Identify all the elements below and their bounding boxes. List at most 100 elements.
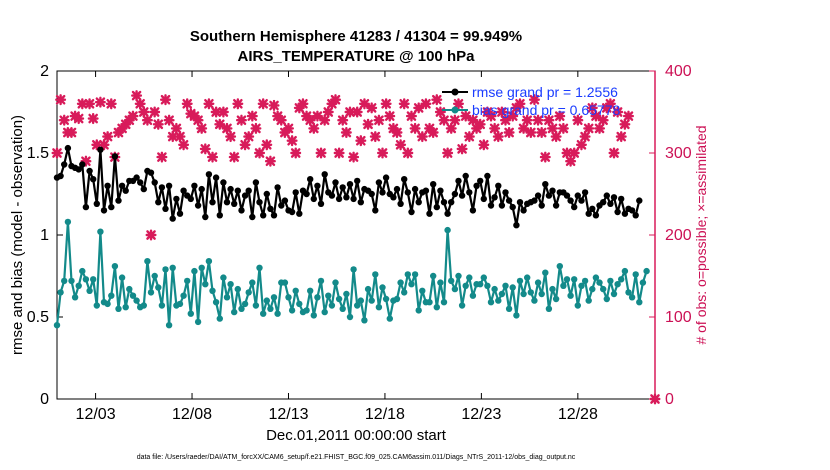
data-point [339, 305, 346, 312]
obs-point [337, 114, 349, 126]
data-point [393, 185, 401, 193]
data-point [610, 194, 618, 201]
obs-point [532, 114, 544, 126]
data-point [350, 195, 357, 203]
data-point [249, 279, 256, 286]
legend-rmse: rmse grand pr = 1.2556 [472, 84, 618, 100]
obs-point [138, 106, 150, 118]
obs-point [463, 131, 475, 143]
data-point [527, 289, 534, 296]
data-point [321, 171, 328, 178]
obs-point [518, 122, 530, 134]
obs-point [474, 118, 486, 130]
obs-point [51, 147, 63, 159]
data-point [567, 197, 574, 204]
data-point [545, 192, 553, 199]
data-point [513, 222, 520, 229]
data-point [444, 210, 451, 217]
obs-point [391, 126, 403, 139]
data-point [343, 290, 350, 298]
obs-point [344, 106, 356, 118]
obs-point [492, 131, 504, 143]
obs-point [348, 151, 360, 163]
obs-point [80, 155, 92, 167]
data-point [628, 207, 636, 214]
data-point [256, 199, 263, 206]
obs-point [297, 98, 309, 110]
data-point [100, 207, 108, 214]
data-point [455, 272, 462, 280]
data-point [448, 277, 455, 285]
obs-point [565, 155, 577, 167]
data-point [187, 195, 194, 203]
obs-point [243, 131, 255, 143]
data-point [477, 281, 484, 288]
data-point [108, 292, 115, 299]
data-point [361, 317, 368, 324]
data-point [140, 302, 147, 309]
data-point [303, 190, 310, 198]
data-point [241, 192, 249, 199]
data-point [618, 276, 625, 283]
data-point [249, 213, 256, 221]
obs-point [521, 114, 533, 126]
data-point [516, 277, 524, 285]
obs-point [127, 110, 139, 122]
data-point [303, 307, 310, 314]
data-point [379, 284, 386, 291]
data-point [205, 171, 213, 178]
data-point [223, 199, 231, 206]
data-point [552, 295, 560, 303]
obs-point [442, 147, 454, 159]
y-tick-label: 1.5 [27, 145, 49, 162]
y-right-tick-label: 0 [665, 391, 674, 408]
data-point [122, 304, 129, 311]
data-point [108, 203, 115, 211]
data-point [86, 167, 93, 175]
data-point [90, 176, 97, 183]
data-point [184, 277, 191, 285]
obs-point [594, 122, 606, 134]
obs-point [547, 122, 559, 134]
data-point [498, 202, 506, 209]
data-point [60, 161, 68, 168]
data-point [379, 189, 386, 196]
obs-point [427, 126, 439, 139]
data-point [426, 299, 433, 306]
data-point [343, 194, 350, 201]
data-point [165, 322, 173, 329]
data-point [68, 277, 75, 285]
data-point [288, 307, 296, 314]
data-point [111, 153, 119, 160]
data-point [495, 182, 502, 189]
data-point [505, 197, 513, 204]
obs-point [149, 106, 161, 118]
obs-point [84, 98, 96, 110]
data-point [270, 212, 278, 219]
data-point [212, 174, 220, 181]
x-axis-label: Dec.01,2011 00:00:00 start [266, 427, 447, 444]
data-point [165, 182, 173, 189]
data-point [368, 190, 375, 198]
series-line [55, 220, 648, 327]
obs-point [431, 94, 443, 106]
data-point [310, 195, 317, 203]
data-point [194, 318, 202, 326]
data-point [542, 181, 549, 188]
obs-point [615, 131, 627, 143]
data-point [256, 264, 263, 271]
obs-point [178, 139, 190, 151]
obs-point [499, 114, 512, 126]
data-point [296, 300, 303, 308]
data-point [82, 276, 90, 283]
obs-point [214, 118, 226, 130]
data-point [79, 267, 86, 275]
data-point [408, 208, 415, 216]
data-point [129, 292, 137, 299]
data-point [314, 294, 321, 301]
obs-point [557, 122, 569, 134]
data-point [267, 305, 274, 312]
data-point [93, 302, 101, 309]
data-point [147, 169, 155, 176]
